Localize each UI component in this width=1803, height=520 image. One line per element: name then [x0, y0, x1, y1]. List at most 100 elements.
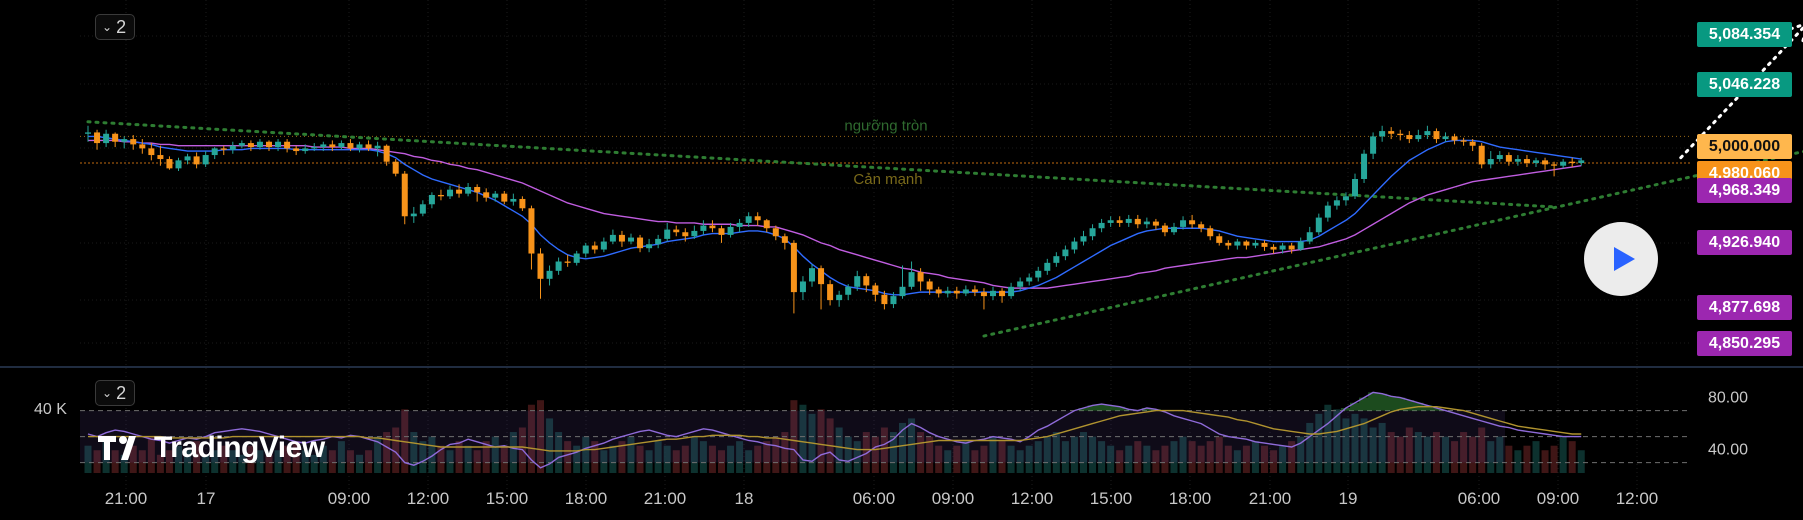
- candle-body: [908, 272, 915, 287]
- candle-body: [546, 270, 553, 279]
- volume-bar: [147, 436, 155, 473]
- candle: [1333, 196, 1340, 210]
- volume-bar: [618, 441, 626, 473]
- candle: [546, 265, 553, 286]
- x-axis-tick: 18:00: [1169, 489, 1212, 508]
- candle: [229, 141, 236, 154]
- candle: [564, 254, 571, 267]
- volume-bar: [1251, 441, 1259, 473]
- volume-bar: [138, 450, 146, 473]
- candle-body: [1361, 153, 1368, 180]
- candle-body: [582, 245, 589, 254]
- candle-body: [1152, 221, 1159, 226]
- candle-body: [1053, 256, 1060, 263]
- candle-body: [139, 144, 146, 149]
- candle: [1207, 225, 1214, 241]
- candle: [926, 278, 933, 295]
- x-axis-tick: 06:00: [853, 489, 896, 508]
- volume-bar: [1432, 432, 1440, 473]
- volume-bar: [1378, 422, 1386, 473]
- candle: [890, 292, 897, 309]
- candle-body: [1451, 136, 1458, 141]
- candle-body: [1560, 161, 1567, 166]
- volume-bar: [1134, 441, 1142, 473]
- sub-indicators-toggle[interactable]: ⌄ 2: [95, 380, 136, 406]
- candle: [1279, 242, 1286, 254]
- candle-body: [383, 145, 390, 162]
- candle-body: [447, 189, 453, 197]
- candle: [1397, 129, 1404, 141]
- volume-bar: [1369, 427, 1377, 473]
- volume-bar: [1242, 445, 1250, 473]
- volume-bar: [1351, 413, 1359, 473]
- candle-body: [1107, 220, 1114, 223]
- volume-bar: [1559, 436, 1567, 473]
- volume-bar: [690, 436, 698, 473]
- volume-bar: [546, 418, 554, 473]
- volume-bar: [564, 441, 572, 473]
- volume-bar: [772, 436, 780, 473]
- candle-body: [1514, 159, 1521, 162]
- volume-bar: [301, 450, 309, 473]
- candle: [238, 140, 245, 149]
- candle-body: [646, 244, 653, 249]
- candle-body: [419, 204, 426, 214]
- price-tag: 5,000.000: [1697, 134, 1792, 159]
- candle-body: [953, 290, 960, 294]
- volume-bar: [1414, 432, 1422, 473]
- candle-body: [85, 132, 91, 134]
- volume-bar: [917, 432, 925, 473]
- candle-body: [809, 268, 815, 282]
- main-indicators-count: 2: [116, 17, 127, 37]
- price-tag: 5,084.354: [1697, 22, 1792, 47]
- volume-bar: [1052, 432, 1060, 473]
- candle: [1442, 132, 1449, 142]
- volume-bar: [926, 436, 934, 473]
- volume-bar: [229, 450, 237, 473]
- candle-body: [1370, 136, 1377, 154]
- candle-body: [682, 232, 689, 237]
- candle-body: [727, 226, 734, 235]
- candle-body: [1505, 155, 1512, 162]
- candle: [827, 280, 834, 306]
- candle: [465, 182, 472, 197]
- candle-body: [220, 148, 227, 150]
- x-axis-tick: 15:00: [486, 489, 529, 508]
- main-indicators-toggle[interactable]: ⌄ 2: [95, 14, 136, 40]
- candle: [365, 140, 372, 152]
- candle-body: [655, 238, 662, 245]
- candle-body: [573, 253, 580, 263]
- candle: [148, 143, 155, 161]
- play-button[interactable]: [1584, 222, 1658, 296]
- candle-body: [374, 145, 381, 149]
- candle: [1080, 230, 1087, 246]
- candle: [637, 234, 644, 253]
- candle-body: [1424, 131, 1431, 136]
- volume-bar: [645, 450, 653, 473]
- volume-bar: [392, 427, 400, 473]
- candle: [456, 184, 463, 198]
- candle: [220, 145, 227, 156]
- candle-body: [184, 156, 191, 161]
- x-axis-tick: 21:00: [644, 489, 687, 508]
- candle-body: [1315, 217, 1322, 233]
- candle: [1180, 216, 1187, 230]
- candle: [673, 225, 680, 237]
- candle: [1415, 129, 1422, 142]
- volume-bar: [1487, 441, 1495, 473]
- candle-body: [1089, 228, 1096, 237]
- candle: [428, 192, 435, 209]
- candle: [519, 196, 526, 211]
- x-axis-tick: 17: [197, 489, 216, 508]
- x-axis-tick: 15:00: [1090, 489, 1133, 508]
- volume-bar: [989, 436, 997, 473]
- volume-bar: [247, 445, 255, 473]
- candle-body: [229, 145, 236, 150]
- candle-body: [555, 261, 562, 271]
- candle: [1089, 224, 1096, 241]
- candle-body: [1008, 286, 1015, 297]
- candle-body: [1442, 136, 1449, 140]
- candle: [854, 270, 861, 291]
- candle: [718, 225, 725, 243]
